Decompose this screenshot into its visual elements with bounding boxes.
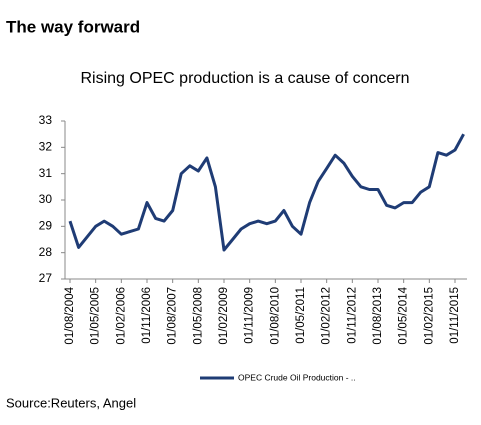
y-tick-label: 27: [39, 271, 53, 285]
legend-label: OPEC Crude Oil Production - ..: [238, 372, 356, 382]
x-tick-label: 01/08/2007: [167, 287, 179, 345]
x-tick-label: 01/05/2008: [192, 287, 204, 345]
x-tick-label: 01/08/2004: [64, 286, 76, 344]
y-tick-label: 28: [39, 245, 53, 259]
x-tick-label: 01/11/2006: [141, 287, 153, 344]
y-tick-label: 33: [39, 113, 53, 127]
x-tick-label: 01/05/2014: [398, 286, 410, 344]
x-tick-label: 01/11/2009: [244, 287, 256, 344]
chart-title: Rising OPEC production is a cause of con…: [80, 70, 409, 87]
x-tick-label: 01/02/2012: [321, 287, 333, 345]
source: Source:Reuters, Angel: [6, 395, 136, 410]
x-tick-label: 01/02/2015: [423, 287, 435, 345]
x-tick-label: 01/11/2015: [449, 287, 461, 344]
y-tick-label: 30: [39, 192, 53, 206]
heading: The way forward: [6, 17, 140, 36]
y-tick-label: 29: [39, 219, 53, 233]
x-tick-label: 01/05/2005: [90, 287, 102, 345]
x-tick-label: 01/05/2011: [295, 287, 307, 344]
x-tick-label: 01/11/2012: [346, 287, 358, 344]
x-tick-label: 01/02/2009: [218, 287, 230, 345]
y-tick-label: 32: [39, 140, 53, 154]
x-tick-label: 01/08/2010: [269, 287, 281, 345]
x-tick-label: 01/08/2013: [372, 287, 384, 345]
y-tick-label: 31: [39, 166, 53, 180]
x-tick-label: 01/02/2006: [115, 287, 127, 345]
line-series: [68, 133, 465, 252]
